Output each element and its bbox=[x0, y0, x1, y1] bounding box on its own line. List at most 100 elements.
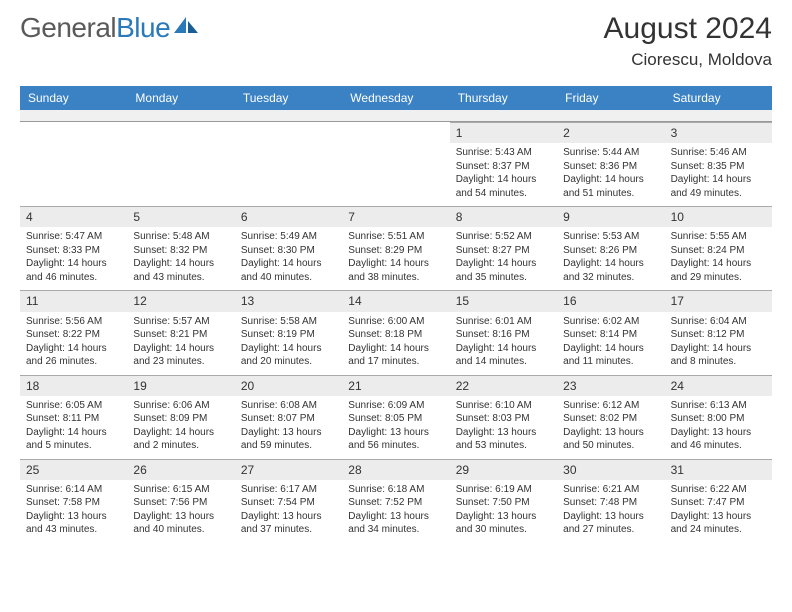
sunrise-line: Sunrise: 6:19 AM bbox=[456, 483, 551, 497]
sunrise-line: Sunrise: 6:05 AM bbox=[26, 399, 121, 413]
sunrise-line: Sunrise: 6:12 AM bbox=[563, 399, 658, 413]
day-number: 8 bbox=[450, 206, 557, 227]
sunrise-line: Sunrise: 5:46 AM bbox=[671, 146, 766, 160]
dow-header: Wednesday bbox=[342, 86, 449, 110]
sunrise-line: Sunrise: 6:08 AM bbox=[241, 399, 336, 413]
sunrise-line: Sunrise: 5:57 AM bbox=[133, 315, 228, 329]
daylight-line: Daylight: 13 hours and 37 minutes. bbox=[241, 510, 336, 537]
day-number: 6 bbox=[235, 206, 342, 227]
day-number: 22 bbox=[450, 375, 557, 396]
sunrise-line: Sunrise: 6:22 AM bbox=[671, 483, 766, 497]
day-number: 23 bbox=[557, 375, 664, 396]
daylight-line: Daylight: 14 hours and 11 minutes. bbox=[563, 342, 658, 369]
day-cell: 11Sunrise: 5:56 AMSunset: 8:22 PMDayligh… bbox=[20, 290, 127, 374]
daylight-line: Daylight: 14 hours and 14 minutes. bbox=[456, 342, 551, 369]
day-cell: 16Sunrise: 6:02 AMSunset: 8:14 PMDayligh… bbox=[557, 290, 664, 374]
sunrise-line: Sunrise: 6:04 AM bbox=[671, 315, 766, 329]
sunrise-line: Sunrise: 6:06 AM bbox=[133, 399, 228, 413]
sunrise-line: Sunrise: 5:52 AM bbox=[456, 230, 551, 244]
day-number: 11 bbox=[20, 290, 127, 311]
sunrise-line: Sunrise: 6:17 AM bbox=[241, 483, 336, 497]
sunrise-line: Sunrise: 5:43 AM bbox=[456, 146, 551, 160]
daylight-line: Daylight: 14 hours and 43 minutes. bbox=[133, 257, 228, 284]
daylight-line: Daylight: 13 hours and 53 minutes. bbox=[456, 426, 551, 453]
empty-cell bbox=[20, 122, 127, 206]
day-number: 4 bbox=[20, 206, 127, 227]
sunset-line: Sunset: 8:05 PM bbox=[348, 412, 443, 426]
day-cell: 26Sunrise: 6:15 AMSunset: 7:56 PMDayligh… bbox=[127, 459, 234, 543]
day-number: 21 bbox=[342, 375, 449, 396]
logo-sail-icon bbox=[174, 10, 200, 42]
day-cell: 12Sunrise: 5:57 AMSunset: 8:21 PMDayligh… bbox=[127, 290, 234, 374]
sunrise-line: Sunrise: 5:58 AM bbox=[241, 315, 336, 329]
sunset-line: Sunset: 8:27 PM bbox=[456, 244, 551, 258]
daylight-line: Daylight: 13 hours and 34 minutes. bbox=[348, 510, 443, 537]
logo-text-blue: Blue bbox=[116, 12, 170, 44]
location: Ciorescu, Moldova bbox=[604, 50, 772, 70]
day-number: 10 bbox=[665, 206, 772, 227]
sunrise-line: Sunrise: 6:10 AM bbox=[456, 399, 551, 413]
sunset-line: Sunset: 8:03 PM bbox=[456, 412, 551, 426]
day-number: 25 bbox=[20, 459, 127, 480]
day-cell: 13Sunrise: 5:58 AMSunset: 8:19 PMDayligh… bbox=[235, 290, 342, 374]
day-cell: 14Sunrise: 6:00 AMSunset: 8:18 PMDayligh… bbox=[342, 290, 449, 374]
day-cell: 23 Sunrise: 6:12 AMSunset: 8:02 PMDayligh… bbox=[557, 375, 664, 459]
daylight-line: Daylight: 13 hours and 56 minutes. bbox=[348, 426, 443, 453]
daylight-line: Daylight: 14 hours and 8 minutes. bbox=[671, 342, 766, 369]
daylight-line: Daylight: 13 hours and 24 minutes. bbox=[671, 510, 766, 537]
day-cell: 29Sunrise: 6:19 AMSunset: 7:50 PMDayligh… bbox=[450, 459, 557, 543]
day-cell: 1Sunrise: 5:43 AMSunset: 8:37 PMDaylight… bbox=[450, 122, 557, 206]
sunrise-line: Sunrise: 6:01 AM bbox=[456, 315, 551, 329]
day-cell: 31 Sunrise: 6:22 AMSunset: 7:47 PMDayligh… bbox=[665, 459, 772, 543]
sunrise-line: Sunrise: 5:53 AM bbox=[563, 230, 658, 244]
month-title: August 2024 bbox=[604, 12, 772, 46]
daylight-line: Daylight: 13 hours and 30 minutes. bbox=[456, 510, 551, 537]
daylight-line: Daylight: 14 hours and 35 minutes. bbox=[456, 257, 551, 284]
day-number: 7 bbox=[342, 206, 449, 227]
day-number: 16 bbox=[557, 290, 664, 311]
day-cell: 27Sunrise: 6:17 AMSunset: 7:54 PMDayligh… bbox=[235, 459, 342, 543]
day-number: 19 bbox=[127, 375, 234, 396]
sunset-line: Sunset: 8:02 PM bbox=[563, 412, 658, 426]
logo-text-general: General bbox=[20, 12, 116, 44]
sunset-line: Sunset: 7:52 PM bbox=[348, 496, 443, 510]
sunset-line: Sunset: 7:58 PM bbox=[26, 496, 121, 510]
sunset-line: Sunset: 8:09 PM bbox=[133, 412, 228, 426]
daylight-line: Daylight: 14 hours and 5 minutes. bbox=[26, 426, 121, 453]
day-number: 3 bbox=[665, 122, 772, 143]
sunset-line: Sunset: 8:18 PM bbox=[348, 328, 443, 342]
title-block: August 2024 Ciorescu, Moldova bbox=[604, 12, 772, 70]
day-cell: 4Sunrise: 5:47 AMSunset: 8:33 PMDaylight… bbox=[20, 206, 127, 290]
sunrise-line: Sunrise: 5:55 AM bbox=[671, 230, 766, 244]
daylight-line: Daylight: 13 hours and 40 minutes. bbox=[133, 510, 228, 537]
day-number: 1 bbox=[450, 122, 557, 143]
day-number: 12 bbox=[127, 290, 234, 311]
daylight-line: Daylight: 13 hours and 46 minutes. bbox=[671, 426, 766, 453]
day-number: 31 bbox=[665, 459, 772, 480]
dow-header: Tuesday bbox=[235, 86, 342, 110]
day-number: 2 bbox=[557, 122, 664, 143]
sunrise-line: Sunrise: 6:18 AM bbox=[348, 483, 443, 497]
sunrise-line: Sunrise: 6:09 AM bbox=[348, 399, 443, 413]
sunrise-line: Sunrise: 5:56 AM bbox=[26, 315, 121, 329]
daylight-line: Daylight: 13 hours and 50 minutes. bbox=[563, 426, 658, 453]
day-cell: 9 Sunrise: 5:53 AMSunset: 8:26 PMDaylight… bbox=[557, 206, 664, 290]
sunset-line: Sunset: 8:35 PM bbox=[671, 160, 766, 174]
day-cell: 18Sunrise: 6:05 AMSunset: 8:11 PMDayligh… bbox=[20, 375, 127, 459]
sunset-line: Sunset: 8:16 PM bbox=[456, 328, 551, 342]
day-cell: 21 Sunrise: 6:09 AMSunset: 8:05 PMDayligh… bbox=[342, 375, 449, 459]
sunset-line: Sunset: 8:26 PM bbox=[563, 244, 658, 258]
daylight-line: Daylight: 14 hours and 32 minutes. bbox=[563, 257, 658, 284]
sunrise-line: Sunrise: 5:51 AM bbox=[348, 230, 443, 244]
dow-header: Monday bbox=[127, 86, 234, 110]
dow-header: Thursday bbox=[450, 86, 557, 110]
day-number: 18 bbox=[20, 375, 127, 396]
day-number: 9 bbox=[557, 206, 664, 227]
sunset-line: Sunset: 7:47 PM bbox=[671, 496, 766, 510]
sunrise-line: Sunrise: 6:00 AM bbox=[348, 315, 443, 329]
daylight-line: Daylight: 13 hours and 43 minutes. bbox=[26, 510, 121, 537]
sunset-line: Sunset: 7:50 PM bbox=[456, 496, 551, 510]
day-cell: 22 Sunrise: 6:10 AMSunset: 8:03 PMDayligh… bbox=[450, 375, 557, 459]
sunset-line: Sunset: 8:37 PM bbox=[456, 160, 551, 174]
sunset-line: Sunset: 8:24 PM bbox=[671, 244, 766, 258]
